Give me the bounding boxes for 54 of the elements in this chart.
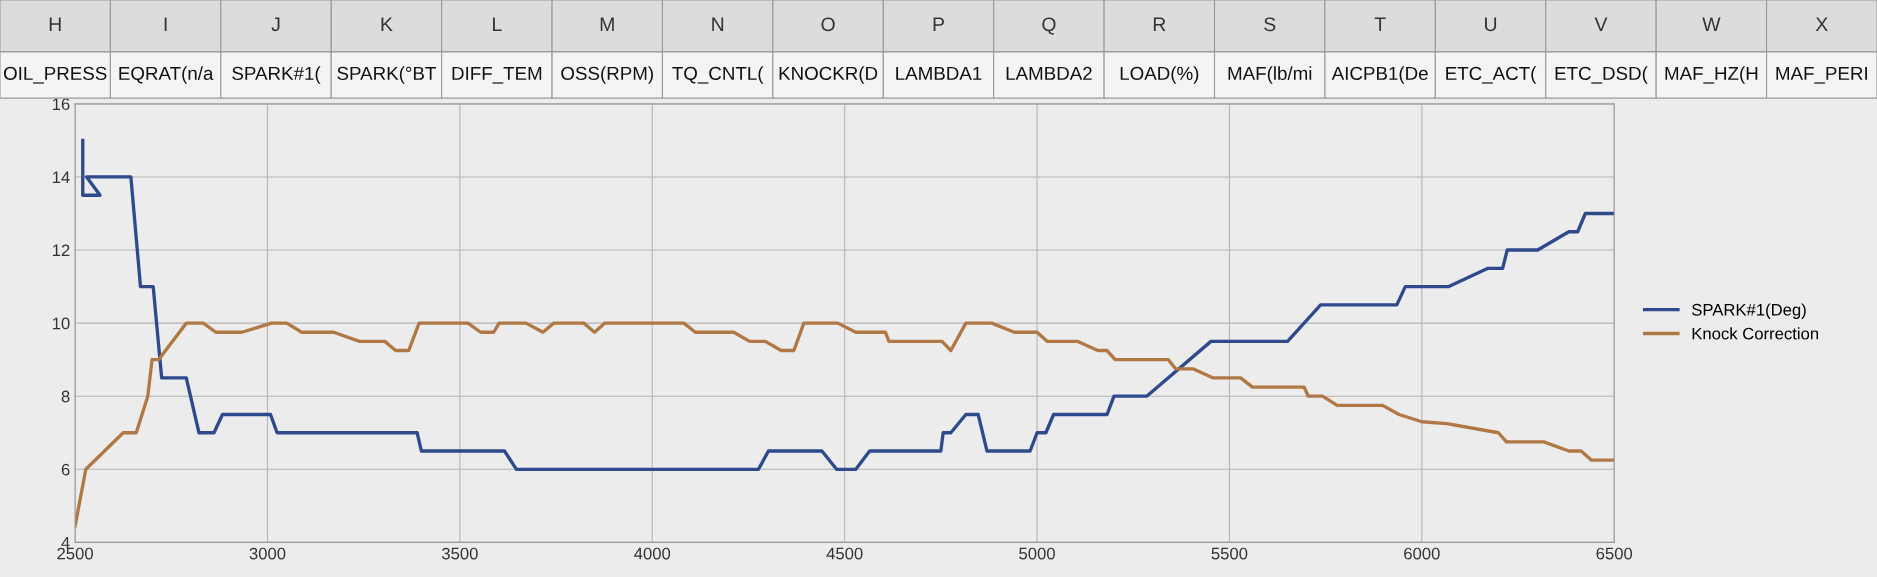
text: LAMBDA1 bbox=[896, 66, 982, 80]
y-tick-label: 6 bbox=[61, 463, 70, 476]
text: MAF_PERI bbox=[1776, 66, 1867, 84]
x-tick-label: 6500 bbox=[1596, 547, 1633, 560]
text: W bbox=[1702, 17, 1721, 31]
text: V bbox=[1594, 17, 1608, 31]
text: L bbox=[493, 17, 502, 31]
x-tick-label: 5500 bbox=[1211, 547, 1248, 560]
text: H bbox=[49, 17, 61, 31]
x-tick-label: 3500 bbox=[441, 547, 478, 560]
text: R bbox=[1153, 17, 1166, 31]
text: AICPB1(De bbox=[1331, 66, 1428, 84]
x-tick-label: 5000 bbox=[1019, 547, 1055, 560]
y-tick-label: 4 bbox=[61, 536, 70, 549]
x-tick-label: 4500 bbox=[826, 547, 863, 560]
legend-label: Knock Correction bbox=[1692, 327, 1819, 340]
text: DIFF_TEM bbox=[452, 66, 542, 84]
y-tick-label: 16 bbox=[52, 98, 70, 111]
line-series bbox=[81, 138, 1614, 471]
text: N bbox=[712, 17, 724, 31]
x-tick-label: 2500 bbox=[57, 547, 93, 560]
text: OIL_PRESS bbox=[3, 66, 107, 84]
text: U bbox=[1485, 17, 1497, 32]
text: ETC_ACT( bbox=[1446, 66, 1537, 84]
y-tick-label: 10 bbox=[52, 317, 70, 330]
text: J bbox=[271, 17, 280, 32]
y-tick-label: 14 bbox=[52, 171, 70, 183]
y-tick-label: 8 bbox=[61, 390, 70, 403]
text: LOAD(%) bbox=[1120, 66, 1199, 84]
line-series bbox=[75, 321, 1615, 528]
text: OSS(RPM) bbox=[561, 66, 653, 84]
text: M bbox=[600, 17, 614, 31]
text: S bbox=[1264, 17, 1276, 32]
text: ETC_DSD( bbox=[1555, 66, 1648, 84]
text: MAF(lb/mi bbox=[1228, 66, 1312, 84]
x-tick-label: 4000 bbox=[634, 547, 671, 560]
text: P bbox=[933, 17, 944, 31]
text: KNOCKR(D bbox=[779, 66, 878, 84]
text: SPARK(°BT bbox=[337, 66, 436, 84]
text: SPARK#1( bbox=[232, 66, 321, 84]
y-tick-label: 12 bbox=[52, 244, 70, 257]
text: Q bbox=[1042, 17, 1056, 35]
text: EQRAT(n/a bbox=[119, 66, 214, 84]
text: MAF_HZ(H bbox=[1665, 66, 1758, 84]
legend-label: SPARK#1(Deg) bbox=[1692, 303, 1806, 319]
text: K bbox=[381, 17, 393, 31]
text: I bbox=[164, 17, 167, 31]
text: T bbox=[1374, 17, 1386, 31]
text: TQ_CNTL( bbox=[672, 66, 764, 84]
x-tick-label: 6000 bbox=[1404, 547, 1440, 560]
text: O bbox=[821, 17, 835, 32]
text: X bbox=[1815, 17, 1828, 31]
x-tick-label: 3000 bbox=[249, 547, 286, 560]
text: LAMBDA2 bbox=[1006, 66, 1092, 80]
